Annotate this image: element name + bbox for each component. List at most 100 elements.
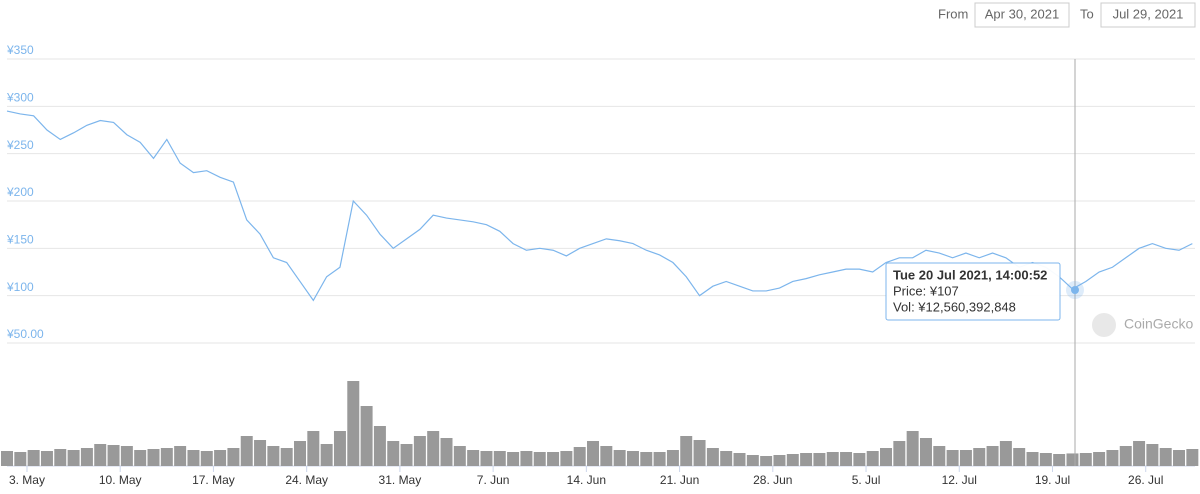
price-line [6,110,1193,302]
volume-bar [786,454,799,466]
volume-bar [400,444,413,466]
x-tick-label: 14. Jun [567,473,606,487]
volume-bar [1119,446,1132,466]
volume-bar [1039,453,1052,466]
volume-bar [1026,452,1039,466]
volume-bar [733,453,746,466]
hover-point [1071,286,1079,294]
volume-bar [453,446,466,466]
volume-bar [973,448,986,466]
from-input[interactable] [974,2,1070,28]
volume-bar [1106,450,1119,466]
to-input[interactable] [1100,2,1196,28]
volume-bar [67,450,80,466]
x-tick-label: 28. Jun [753,473,792,487]
volume-bar [773,455,786,466]
x-tick-label: 12. Jul [942,473,977,487]
volume-bar [467,450,480,466]
tooltip-box [885,262,1061,321]
volume-bar [27,450,40,466]
volume-bar [640,452,653,466]
volume-bar [906,431,919,466]
x-tick-label: 7. Jun [477,473,510,487]
tooltip-volume: Vol: ¥12,560,392,848 [893,299,1016,314]
y-tick-label: ¥50.00 [6,327,44,341]
volume-bar [174,446,187,466]
volume-bar [280,448,293,466]
y-tick-label: ¥350 [6,43,34,57]
volume-bar [893,441,906,466]
volume-bar [746,455,759,466]
volume-bar [413,436,426,466]
volume-bar [267,446,280,466]
x-tick-label: 10. May [99,473,142,487]
tooltip-price: Price: ¥107 [893,283,959,298]
volume-bar [560,451,573,466]
y-tick-label: ¥300 [6,91,34,105]
volume-bar [254,440,267,466]
volume-bar [720,451,733,466]
volume-bar [1079,453,1092,466]
volume-bar [1066,453,1079,466]
volume-bar [626,451,639,466]
volume-bar [653,452,666,466]
volume-bar [706,448,719,466]
x-tick-label: 31. May [379,473,422,487]
from-date[interactable]: Apr 30, 2021 [985,6,1059,21]
volume-bar [200,451,213,466]
x-tick-label: 24. May [285,473,328,487]
volume-bar [986,446,999,466]
logo [1092,313,1116,337]
volume-bar [94,444,107,466]
to-label: To [1080,6,1094,21]
volume-bar [387,441,400,466]
volume-bar [1186,449,1199,466]
x-tick-label: 21. Jun [660,473,699,487]
to-date[interactable]: Jul 29, 2021 [1113,6,1184,21]
x-tick-label: 19. Jul [1035,473,1070,487]
y-tick-label: ¥200 [6,185,34,199]
volume-bar [919,438,932,466]
volume-bar [959,450,972,466]
volume-bar [147,449,160,466]
volume-bar [507,452,520,466]
volume-bar [440,438,453,466]
volume-bar [54,449,67,466]
volume-bar [1159,448,1172,466]
watermark: CoinGecko [1124,316,1193,332]
volume-bar [493,451,506,466]
volume-bar [294,441,306,466]
volume-bar [480,451,493,466]
volume-bar [999,441,1012,466]
volume-bar [613,450,626,466]
volume-bar [333,431,346,466]
volume-bar [547,452,560,466]
volume-bar [880,448,893,466]
volume-bar [760,456,773,466]
volume-bar [134,450,147,466]
volume-bar [600,446,613,466]
volume-bar [360,406,373,466]
volume-bar [853,453,866,466]
volume-bar [1,451,13,466]
volume-bar [347,381,360,466]
volume-bar [1133,441,1146,466]
y-tick-label: ¥150 [6,233,34,247]
volume-bar [826,452,839,466]
volume-bar [120,446,133,466]
volume-bar [14,452,27,466]
volume-bar [80,448,93,466]
volume-bar [1146,444,1159,466]
volume-bar [320,444,333,466]
from-label: From [938,6,968,21]
volume-bar [533,452,546,466]
volume-bar [666,450,679,466]
volume-bar [214,450,227,466]
volume-bar [307,431,320,466]
volume-bar [840,452,853,466]
volume-bar [1093,452,1106,466]
x-tick-label: 17. May [192,473,235,487]
volume-bar [187,450,200,466]
volume-bar [866,451,879,466]
volume-bar [520,451,533,466]
